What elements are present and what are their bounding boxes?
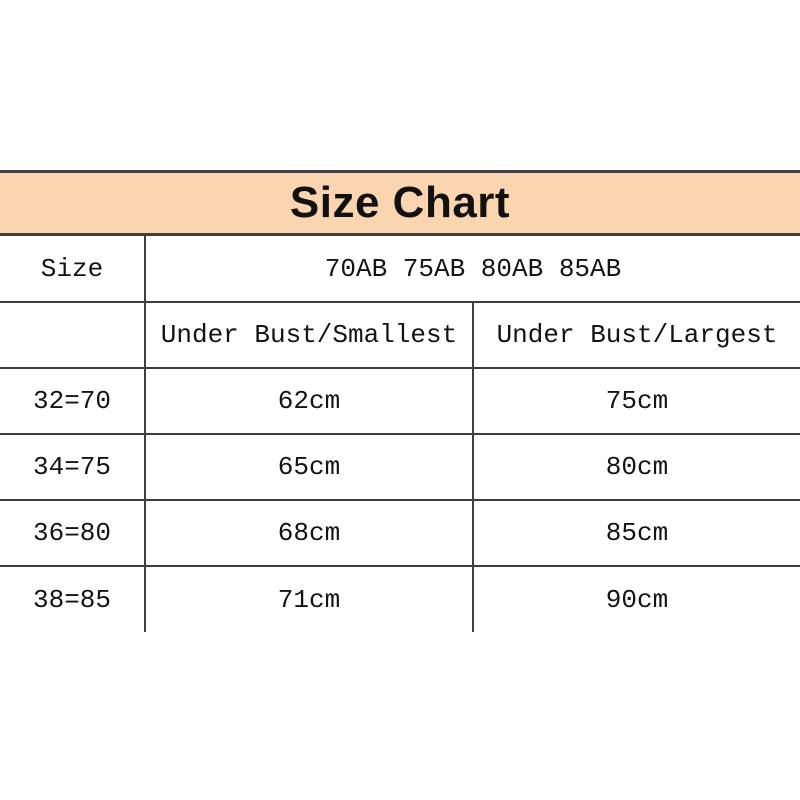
smallest-value-cell: 68cm <box>145 500 474 567</box>
table-row: 32=70 62cm 75cm <box>0 368 800 435</box>
largest-value-cell: 75cm <box>473 368 800 435</box>
largest-value-cell: 80cm <box>473 434 800 501</box>
table-row: 36=80 68cm 85cm <box>0 500 800 567</box>
smallest-value-cell: 71cm <box>145 566 474 632</box>
empty-corner-cell <box>0 302 146 369</box>
size-cell: 36=80 <box>0 500 146 567</box>
largest-value-cell: 85cm <box>473 500 800 567</box>
size-chart-title: Size Chart <box>289 178 511 227</box>
table-row-size-group: Size 70AB 75AB 80AB 85AB <box>0 236 800 303</box>
size-header-cell: Size <box>0 236 146 303</box>
size-cell: 38=85 <box>0 566 146 632</box>
size-chart-banner: Size Chart <box>0 170 800 236</box>
smallest-value-cell: 62cm <box>145 368 474 435</box>
under-bust-smallest-header: Under Bust/Smallest <box>145 302 474 369</box>
under-bust-largest-header: Under Bust/Largest <box>473 302 800 369</box>
table-row: 34=75 65cm 80cm <box>0 434 800 501</box>
size-group-cell: 70AB 75AB 80AB 85AB <box>145 236 800 303</box>
size-chart-table: Size 70AB 75AB 80AB 85AB Under Bust/Smal… <box>0 236 800 632</box>
table-row: 38=85 71cm 90cm <box>0 566 800 632</box>
largest-value-cell: 90cm <box>605 584 669 615</box>
size-chart-panel: Size Chart Size 70AB 75AB 80AB 85AB Unde… <box>0 170 800 632</box>
size-cell: 34=75 <box>0 434 146 501</box>
size-cell: 32=70 <box>0 368 146 435</box>
smallest-value-cell: 65cm <box>145 434 474 501</box>
table-row-column-headers: Under Bust/Smallest Under Bust/Largest <box>0 302 800 369</box>
